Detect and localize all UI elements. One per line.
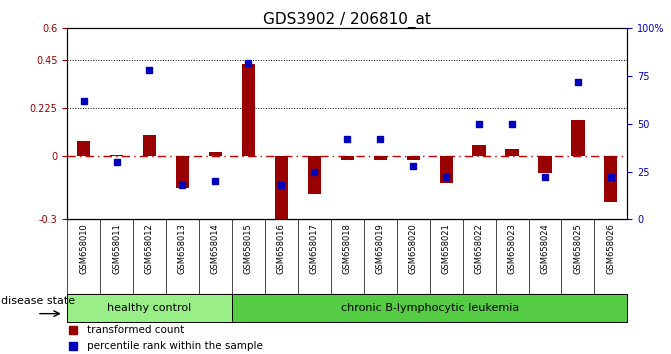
Bar bbox=[110, 155, 123, 156]
Bar bbox=[538, 156, 552, 173]
Bar bbox=[209, 152, 222, 156]
Text: chronic B-lymphocytic leukemia: chronic B-lymphocytic leukemia bbox=[340, 303, 519, 313]
Bar bbox=[242, 64, 255, 156]
Bar bbox=[67, 294, 232, 322]
Text: GSM658012: GSM658012 bbox=[145, 223, 154, 274]
Bar bbox=[341, 156, 354, 160]
Bar bbox=[143, 135, 156, 156]
Bar bbox=[571, 120, 584, 156]
Bar bbox=[605, 156, 617, 202]
Text: GSM658018: GSM658018 bbox=[343, 223, 352, 274]
Text: disease state: disease state bbox=[1, 296, 74, 306]
Text: GSM658015: GSM658015 bbox=[244, 223, 253, 274]
Text: GSM658026: GSM658026 bbox=[607, 223, 615, 274]
Text: GSM658020: GSM658020 bbox=[409, 223, 417, 274]
Bar bbox=[308, 156, 321, 194]
Text: GSM658021: GSM658021 bbox=[442, 223, 451, 274]
Bar bbox=[407, 156, 420, 160]
Text: GSM658022: GSM658022 bbox=[474, 223, 484, 274]
Text: GSM658017: GSM658017 bbox=[310, 223, 319, 274]
Text: GSM658010: GSM658010 bbox=[79, 223, 88, 274]
Text: GSM658023: GSM658023 bbox=[507, 223, 517, 274]
Text: GSM658016: GSM658016 bbox=[277, 223, 286, 274]
Bar bbox=[274, 156, 288, 224]
Bar bbox=[77, 141, 90, 156]
Bar bbox=[472, 145, 486, 156]
Text: transformed count: transformed count bbox=[87, 325, 184, 335]
Bar bbox=[176, 156, 189, 188]
Bar bbox=[440, 156, 453, 183]
Bar bbox=[232, 294, 627, 322]
Text: GSM658011: GSM658011 bbox=[112, 223, 121, 274]
Text: GSM658025: GSM658025 bbox=[574, 223, 582, 274]
Text: GSM658013: GSM658013 bbox=[178, 223, 187, 274]
Text: GSM658019: GSM658019 bbox=[376, 223, 384, 274]
Title: GDS3902 / 206810_at: GDS3902 / 206810_at bbox=[263, 12, 431, 28]
Bar bbox=[505, 149, 519, 156]
Text: GSM658014: GSM658014 bbox=[211, 223, 220, 274]
Bar bbox=[374, 156, 386, 160]
Text: GSM658024: GSM658024 bbox=[540, 223, 550, 274]
Text: percentile rank within the sample: percentile rank within the sample bbox=[87, 341, 262, 351]
Text: healthy control: healthy control bbox=[107, 303, 192, 313]
